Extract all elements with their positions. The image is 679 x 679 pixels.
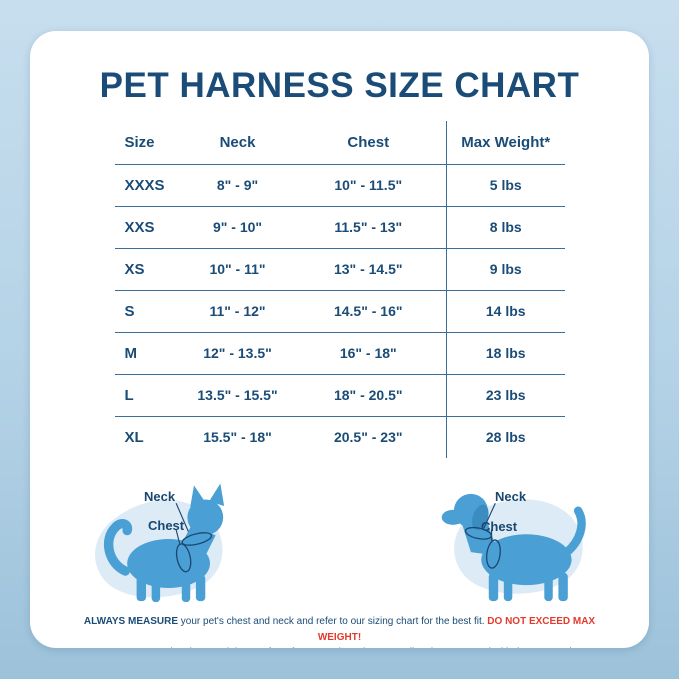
cell-size: L [124,386,134,404]
dog-illustration [441,493,586,602]
cell-max-weight: 28 lbs [446,416,565,458]
footer-line1-text: your pet's chest and neck and refer to o… [178,616,488,627]
dog-silhouette [441,493,572,602]
cell-neck: 8" - 9" [216,177,259,193]
cell-neck: 11" - 12" [209,303,266,319]
cell-max-weight: 14 lbs [446,290,565,332]
footer-note: ALWAYS MEASURE your pet's chest and neck… [30,614,649,648]
cell-size: XS [124,260,145,278]
dog-figure: Neck Chest [437,473,597,605]
footer-line2-text: that these weights are for reference onl… [165,647,584,648]
cell-size: XXXS [124,176,165,194]
cell-size: XXS [124,218,155,236]
size-chart-table: Size Neck Chest Max Weight* XXXS 8" - 9"… [114,121,565,458]
dog-tail [562,506,586,557]
column-header-size: Size [124,133,155,151]
cell-chest: 20.5" - 23" [333,429,403,446]
cell-max-weight: 18 lbs [446,332,565,374]
footer-always-measure: ALWAYS MEASURE [83,616,178,627]
page-title: PET HARNESS SIZE CHART [99,66,580,105]
cat-chest-label: Chest [148,518,185,533]
cat-harness-lines [175,503,213,573]
footer-warning: DO NOT EXCEED MAX WEIGHT! [317,616,596,643]
cell-neck: 12" - 13.5" [203,345,272,361]
cell-neck: 9" - 10" [212,219,263,235]
measurement-diagrams: Neck Chest [30,473,649,605]
cell-max-weight: 5 lbs [446,164,565,206]
cell-neck: 10" - 11" [209,261,266,277]
dog-chest-label: Chest [481,519,518,534]
size-chart-card: PET HARNESS SIZE CHART Size Neck Chest M… [30,31,649,648]
cat-silhouette [127,483,225,603]
cell-size: S [124,302,135,320]
cell-chest: 13" - 14.5" [333,261,403,277]
cell-size: M [124,344,138,362]
column-header-neck: Neck [219,133,256,151]
cell-chest: 11.5" - 13" [334,219,403,235]
cell-max-weight: 23 lbs [446,374,565,416]
cell-max-weight: 8 lbs [446,206,565,248]
table-row-s: S 11" - 12" 14.5" - 16" 14 lbs [114,290,565,332]
cat-neck-label: Neck [144,489,176,504]
cell-chest: 14.5" - 16" [333,303,403,319]
table-row-xs: XS 10" - 11" 13" - 14.5" 9 lbs [114,248,565,290]
dog-neck-label: Neck [495,489,527,504]
cell-neck: 13.5" - 15.5" [197,387,278,403]
column-header-max-weight: Max Weight* [446,121,565,164]
table-header-row: Size Neck Chest Max Weight* [114,121,565,164]
cell-neck: 15.5" - 18" [203,429,272,446]
table-row-xxs: XXS 9" - 10" 11.5" - 13" 8 lbs [114,206,565,248]
dog-harness-lines [464,502,501,569]
cat-tail [103,519,133,576]
cat-illustration [95,483,225,603]
table-row-xl: XL 15.5" - 18" 20.5" - 23" 28 lbs [115,416,565,458]
cell-chest: 18" - 20.5" [333,387,403,403]
column-header-chest: Chest [347,133,390,151]
table-row-m: M 12" - 13.5" 16" - 18" 18 lbs [114,332,565,374]
cell-chest: 10" - 11.5" [334,177,403,193]
cell-chest: 16" - 18" [339,345,397,361]
cell-size: XL [124,428,144,446]
cell-max-weight: 9 lbs [446,248,565,290]
table-row-l: L 13.5" - 15.5" 18" - 20.5" 23 lbs [114,374,565,416]
cat-figure: Neck Chest [82,473,242,605]
table-row-xxxs: XXXS 8" - 9" 10" - 11.5" 5 lbs [114,164,565,206]
